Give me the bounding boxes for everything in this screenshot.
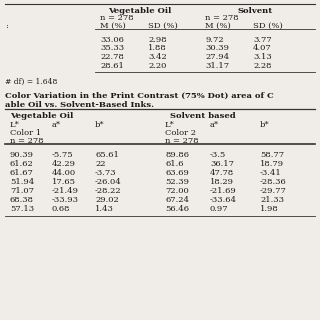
Text: L*: L* bbox=[10, 121, 20, 129]
Text: -29.77: -29.77 bbox=[260, 187, 287, 195]
Text: 22: 22 bbox=[95, 160, 106, 168]
Text: -33.93: -33.93 bbox=[52, 196, 79, 204]
Text: -33.64: -33.64 bbox=[210, 196, 237, 204]
Text: 61.62: 61.62 bbox=[10, 160, 34, 168]
Text: -26.04: -26.04 bbox=[95, 178, 122, 186]
Text: 29.02: 29.02 bbox=[95, 196, 119, 204]
Text: b*: b* bbox=[95, 121, 105, 129]
Text: Solvent based: Solvent based bbox=[170, 112, 236, 120]
Text: n = 278: n = 278 bbox=[100, 14, 134, 22]
Text: a*: a* bbox=[210, 121, 219, 129]
Text: 21.33: 21.33 bbox=[260, 196, 284, 204]
Text: 36.17: 36.17 bbox=[210, 160, 234, 168]
Text: 71.07: 71.07 bbox=[10, 187, 34, 195]
Text: SD (%): SD (%) bbox=[253, 22, 283, 30]
Text: 47.78: 47.78 bbox=[210, 169, 234, 177]
Text: 22.78: 22.78 bbox=[100, 53, 124, 61]
Text: a*: a* bbox=[52, 121, 61, 129]
Text: 1.88: 1.88 bbox=[148, 44, 167, 52]
Text: Solvent: Solvent bbox=[237, 7, 273, 15]
Text: 0.68: 0.68 bbox=[52, 205, 70, 213]
Text: -28.36: -28.36 bbox=[260, 178, 287, 186]
Text: 18.79: 18.79 bbox=[260, 160, 284, 168]
Text: n = 278: n = 278 bbox=[205, 14, 239, 22]
Text: 2.28: 2.28 bbox=[253, 61, 271, 69]
Text: 65.61: 65.61 bbox=[95, 151, 119, 159]
Text: 28.61: 28.61 bbox=[100, 61, 124, 69]
Text: 18.29: 18.29 bbox=[210, 178, 234, 186]
Text: 58.77: 58.77 bbox=[260, 151, 284, 159]
Text: :: : bbox=[5, 22, 8, 30]
Text: 63.69: 63.69 bbox=[165, 169, 189, 177]
Text: 9.72: 9.72 bbox=[205, 36, 224, 44]
Text: Color 1: Color 1 bbox=[10, 129, 41, 137]
Text: 51.94: 51.94 bbox=[10, 178, 34, 186]
Text: -3.41: -3.41 bbox=[260, 169, 282, 177]
Text: 30.39: 30.39 bbox=[205, 44, 229, 52]
Text: 27.94: 27.94 bbox=[205, 53, 229, 61]
Text: 57.13: 57.13 bbox=[10, 205, 34, 213]
Text: 90.39: 90.39 bbox=[10, 151, 34, 159]
Text: 61.67: 61.67 bbox=[10, 169, 34, 177]
Text: M (%): M (%) bbox=[100, 22, 126, 30]
Text: M (%): M (%) bbox=[205, 22, 231, 30]
Text: # df) = 1.648: # df) = 1.648 bbox=[5, 78, 57, 86]
Text: SD (%): SD (%) bbox=[148, 22, 178, 30]
Text: -3.73: -3.73 bbox=[95, 169, 116, 177]
Text: n = 278: n = 278 bbox=[165, 137, 199, 145]
Text: Vegetable Oil: Vegetable Oil bbox=[108, 7, 172, 15]
Text: 17.65: 17.65 bbox=[52, 178, 76, 186]
Text: 31.17: 31.17 bbox=[205, 61, 229, 69]
Text: Color 2: Color 2 bbox=[165, 129, 196, 137]
Text: 3.13: 3.13 bbox=[253, 53, 272, 61]
Text: -21.49: -21.49 bbox=[52, 187, 79, 195]
Text: 89.86: 89.86 bbox=[165, 151, 189, 159]
Text: b*: b* bbox=[260, 121, 270, 129]
Text: 0.97: 0.97 bbox=[210, 205, 228, 213]
Text: Color Variation in the Print Contrast (75% Dot) area of C: Color Variation in the Print Contrast (7… bbox=[5, 92, 274, 100]
Text: 68.38: 68.38 bbox=[10, 196, 34, 204]
Text: able Oil vs. Solvent-Based Inks.: able Oil vs. Solvent-Based Inks. bbox=[5, 101, 154, 109]
Text: -5.75: -5.75 bbox=[52, 151, 74, 159]
Text: -28.22: -28.22 bbox=[95, 187, 122, 195]
Text: 72.00: 72.00 bbox=[165, 187, 189, 195]
Text: 35.33: 35.33 bbox=[100, 44, 124, 52]
Text: 1.98: 1.98 bbox=[260, 205, 279, 213]
Text: 44.00: 44.00 bbox=[52, 169, 76, 177]
Text: 4.07: 4.07 bbox=[253, 44, 272, 52]
Text: L*: L* bbox=[165, 121, 175, 129]
Text: 1.43: 1.43 bbox=[95, 205, 114, 213]
Text: 33.06: 33.06 bbox=[100, 36, 124, 44]
Text: Vegetable Oil: Vegetable Oil bbox=[10, 112, 73, 120]
Text: 56.46: 56.46 bbox=[165, 205, 189, 213]
Text: 2.98: 2.98 bbox=[148, 36, 167, 44]
Text: 52.39: 52.39 bbox=[165, 178, 189, 186]
Text: 61.6: 61.6 bbox=[165, 160, 183, 168]
Text: 42.29: 42.29 bbox=[52, 160, 76, 168]
Text: 2.20: 2.20 bbox=[148, 61, 166, 69]
Text: 67.24: 67.24 bbox=[165, 196, 189, 204]
Text: 3.77: 3.77 bbox=[253, 36, 272, 44]
Text: 3.42: 3.42 bbox=[148, 53, 167, 61]
Text: n = 278: n = 278 bbox=[10, 137, 44, 145]
Text: -3.5: -3.5 bbox=[210, 151, 226, 159]
Text: -21.69: -21.69 bbox=[210, 187, 237, 195]
